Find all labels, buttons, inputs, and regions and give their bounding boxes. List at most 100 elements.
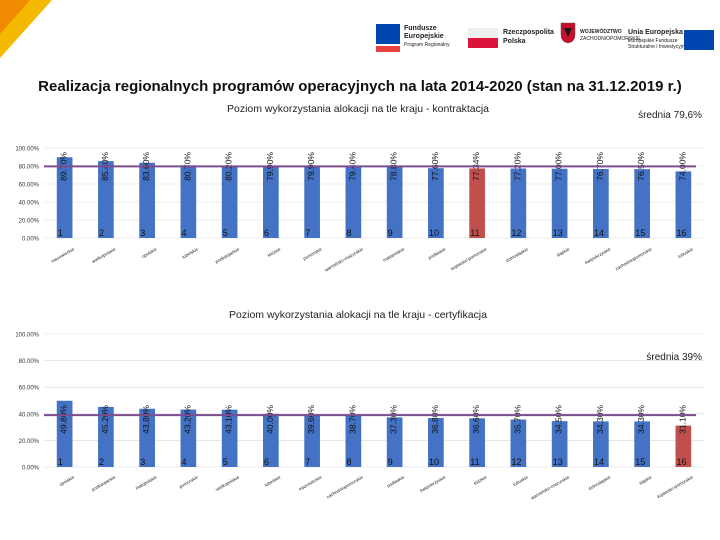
wojewodztwo-crest-icon — [560, 22, 576, 44]
fe-star-icon — [376, 24, 400, 44]
rp-flag-icon — [468, 28, 498, 48]
kontraktacja-category-label: mazowieckie — [50, 246, 75, 263]
kontraktacja-bar — [304, 166, 320, 238]
certyfikacja-category-label: pomorskie — [178, 474, 199, 489]
woj-text-2: ZACHODNIOPOMORSKIE — [580, 36, 641, 42]
certyfikacja-value-label: 43.20% — [182, 405, 192, 434]
kontraktacja-category-label: zachodniopomorskie — [614, 246, 653, 271]
certyfikacja-bar — [221, 409, 238, 467]
kontraktacja-y-tick-label: 20.00% — [19, 219, 40, 225]
certyfikacja-value-label: 31.10% — [677, 405, 687, 434]
certyfikacja-category-label: śląskie — [638, 474, 653, 485]
kontraktacja-bar — [428, 168, 444, 238]
certyfikacja-value-label: 34.30% — [636, 405, 646, 434]
kontraktacja-rank-label: 11 — [470, 228, 479, 238]
kontraktacja-category-label: lubuskie — [677, 246, 694, 259]
certyfikacja-bar — [98, 406, 114, 467]
certyfikacja-chart-title: Poziom wykorzystania alokacji na tle kra… — [229, 309, 487, 321]
certyfikacja-y-tick-label: 0.00% — [22, 466, 40, 472]
certyfikacja-rank-label: 16 — [677, 457, 687, 467]
kontraktacja-category-label: świętokrzyskie — [584, 246, 612, 265]
kontraktacja-category-label: łódzkie — [267, 246, 282, 258]
certyfikacja-bar — [345, 415, 362, 467]
kontraktacja-rank-label: 12 — [512, 228, 522, 238]
certyfikacja-rank-label: 7 — [305, 457, 310, 467]
kontraktacja-rank-label: 10 — [429, 228, 439, 238]
certyfikacja-average-label: średnia 39% — [646, 352, 702, 363]
kontraktacja-y-tick-label: 60.00% — [19, 183, 40, 189]
certyfikacja-rank-label: 14 — [594, 457, 604, 467]
kontraktacja-bar — [593, 168, 609, 238]
certyfikacja-bar — [180, 409, 197, 467]
certyfikacja-value-label: 40.00% — [265, 405, 275, 434]
woj-text-1: WOJEWÓDZTWO — [580, 29, 622, 35]
kontraktacja-category-label: opolskie — [141, 246, 158, 259]
kontraktacja-bar — [180, 165, 197, 238]
kontraktacja-bar — [386, 167, 403, 238]
certyfikacja-y-tick-label: 40.00% — [19, 412, 40, 418]
certyfikacja-rank-label: 2 — [99, 457, 104, 467]
certyfikacja-category-label: podlaskie — [386, 474, 405, 488]
certyfikacja-rank-label: 15 — [635, 457, 645, 467]
certyfikacja-category-label: lubuskie — [512, 474, 529, 487]
kontraktacja-bar — [345, 166, 362, 238]
kontraktacja-y-tick-label: 0.00% — [22, 237, 40, 243]
certyfikacja-rank-label: 6 — [264, 457, 269, 467]
certyfikacja-value-label: 36.80% — [430, 405, 440, 434]
certyfikacja-bar — [593, 421, 609, 467]
kontraktacja-rank-label: 4 — [182, 228, 187, 238]
certyfikacja-value-label: 45.20% — [100, 405, 110, 434]
certyfikacja-category-label: dolnośląskie — [587, 474, 611, 491]
kontraktacja-rank-label: 14 — [594, 228, 604, 238]
ue-text-1: Unia Europejska — [628, 29, 683, 36]
certyfikacja-rank-label: 13 — [553, 457, 563, 467]
kontraktacja-rank-label: 13 — [553, 228, 563, 238]
certyfikacja-category-label: zachodniopomorskie — [326, 474, 365, 499]
rp-text-1: Rzeczpospolita — [503, 29, 554, 36]
certyfikacja-category-label: wielkopolskie — [215, 474, 241, 492]
kontraktacja-category-label: wielkopolskie — [91, 246, 117, 264]
certyfikacja-bar — [469, 418, 485, 467]
kontraktacja-category-label: śląskie — [556, 246, 571, 257]
certyfikacja-value-label: 39.60% — [306, 405, 316, 434]
certyfikacja-category-label: kujawsko-pomorskie — [656, 474, 694, 499]
certyfikacja-category-label: opolskie — [58, 474, 75, 487]
kontraktacja-bar — [634, 169, 650, 238]
kontraktacja-average-label: średnia 79,6% — [638, 110, 702, 121]
kontraktacja-y-tick-label: 40.00% — [19, 201, 40, 207]
certyfikacja-bar — [263, 413, 279, 467]
certyfikacja-rank-label: 12 — [512, 457, 522, 467]
kontraktacja-bar — [469, 168, 485, 238]
certyfikacja-value-label: 34.50% — [554, 405, 564, 434]
ue-text-3: Strukturalne i Inwestycyjne — [628, 44, 688, 50]
fe-text-1: Fundusze — [404, 25, 437, 32]
kontraktacja-bar — [263, 166, 279, 238]
kontraktacja-chart-title: Poziom wykorzystania alokacji na tle kra… — [227, 103, 489, 115]
kontraktacja-category-label: lubelskie — [181, 246, 199, 259]
certyfikacja-value-label: 49.80% — [59, 405, 69, 434]
kontraktacja-rank-label: 7 — [305, 228, 310, 238]
kontraktacja-category-label: podkarpackie — [214, 246, 240, 264]
page-title: Realizacja regionalnych programów operac… — [38, 78, 682, 95]
certyfikacja-bar — [428, 418, 444, 467]
kontraktacja-bar — [139, 162, 155, 238]
kontraktacja-bar — [551, 168, 568, 238]
certyfikacja-category-label: lubelskie — [264, 474, 282, 487]
kontraktacja-category-label: warmińsko-mazurskie — [324, 246, 365, 272]
kontraktacja-bar — [56, 157, 73, 238]
kontraktacja-rank-label: 16 — [677, 228, 687, 238]
certyfikacja-bar — [56, 400, 73, 467]
certyfikacja-rank-label: 11 — [470, 457, 479, 467]
certyfikacja-rank-label: 3 — [140, 457, 145, 467]
certyfikacja-rank-label: 5 — [223, 457, 228, 467]
certyfikacja-bar — [675, 425, 692, 467]
certyfikacja-category-label: małopolskie — [135, 474, 159, 490]
certyfikacja-bar — [634, 421, 650, 467]
certyfikacja-value-label: 35.70% — [512, 405, 522, 434]
kontraktacja-category-label: dolnośląskie — [505, 246, 529, 263]
logo-bar: Fundusze Europejskie Program Regionalny … — [0, 0, 720, 66]
certyfikacja-rank-label: 9 — [388, 457, 393, 467]
fe-stripe-icon — [376, 46, 400, 52]
kontraktacja-category-label: kujawsko-pomorskie — [450, 246, 488, 271]
certyfikacja-rank-label: 10 — [429, 457, 439, 467]
